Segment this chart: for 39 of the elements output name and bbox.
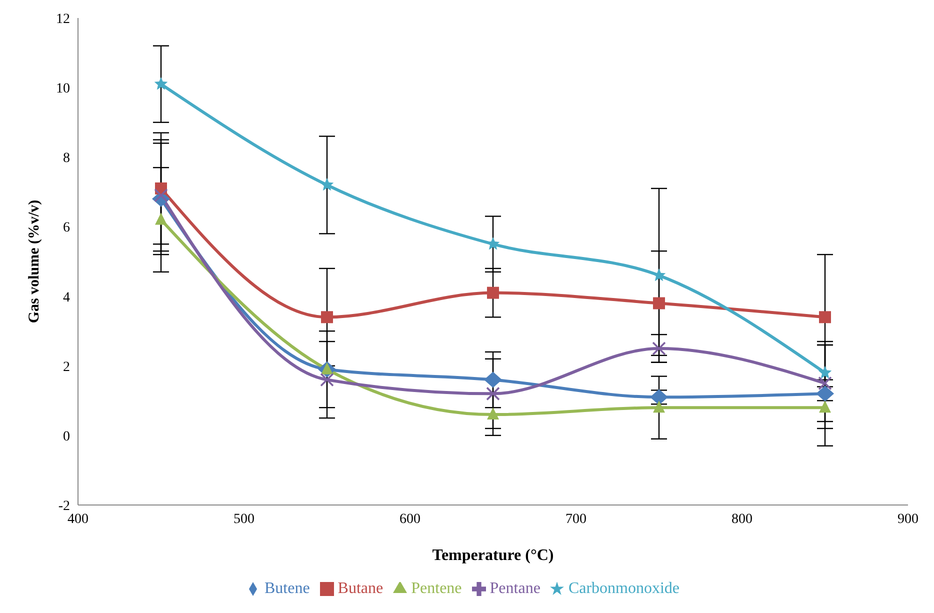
y-tick-label: 0 <box>63 429 70 444</box>
point <box>154 77 168 90</box>
point <box>818 366 832 378</box>
point <box>653 400 665 413</box>
point <box>320 178 334 191</box>
y-tick-label: 6 <box>63 220 70 236</box>
point <box>486 386 500 401</box>
point <box>653 297 665 310</box>
x-tick-label: 600 <box>400 512 420 527</box>
x-tick-label: 700 <box>566 512 586 527</box>
point <box>155 212 167 225</box>
point <box>487 286 499 299</box>
point <box>819 400 831 413</box>
y-tick-label: 8 <box>63 151 70 166</box>
y-tick-label: 12 <box>56 12 70 27</box>
x-tick-label: 400 <box>68 512 88 527</box>
point <box>819 311 831 324</box>
point <box>816 386 834 402</box>
point <box>487 408 499 420</box>
y-tick-label: 2 <box>63 360 70 375</box>
legend-label: Butene <box>264 580 310 597</box>
y-tick-label: -2 <box>58 498 70 514</box>
point <box>484 372 502 388</box>
legend-label: Carbonmonoxide <box>568 580 680 597</box>
y-tick-label: 4 <box>63 290 70 306</box>
y-tick-label: 10 <box>56 82 70 97</box>
point <box>652 342 666 356</box>
x-tick-label: 800 <box>732 512 752 527</box>
x-axis-title: Temperature (°C) <box>432 547 554 564</box>
legend-label: Pentane <box>490 580 540 597</box>
point <box>154 188 168 202</box>
legend-label: Butane <box>338 580 384 597</box>
legend-label: Pentene <box>411 580 462 597</box>
point <box>320 372 334 387</box>
x-tick-label: 500 <box>234 512 254 527</box>
y-axis-title: Gas volume (%v/v) <box>26 200 42 324</box>
point <box>321 311 333 324</box>
point <box>818 376 832 390</box>
x-tick-label: 900 <box>898 512 918 527</box>
